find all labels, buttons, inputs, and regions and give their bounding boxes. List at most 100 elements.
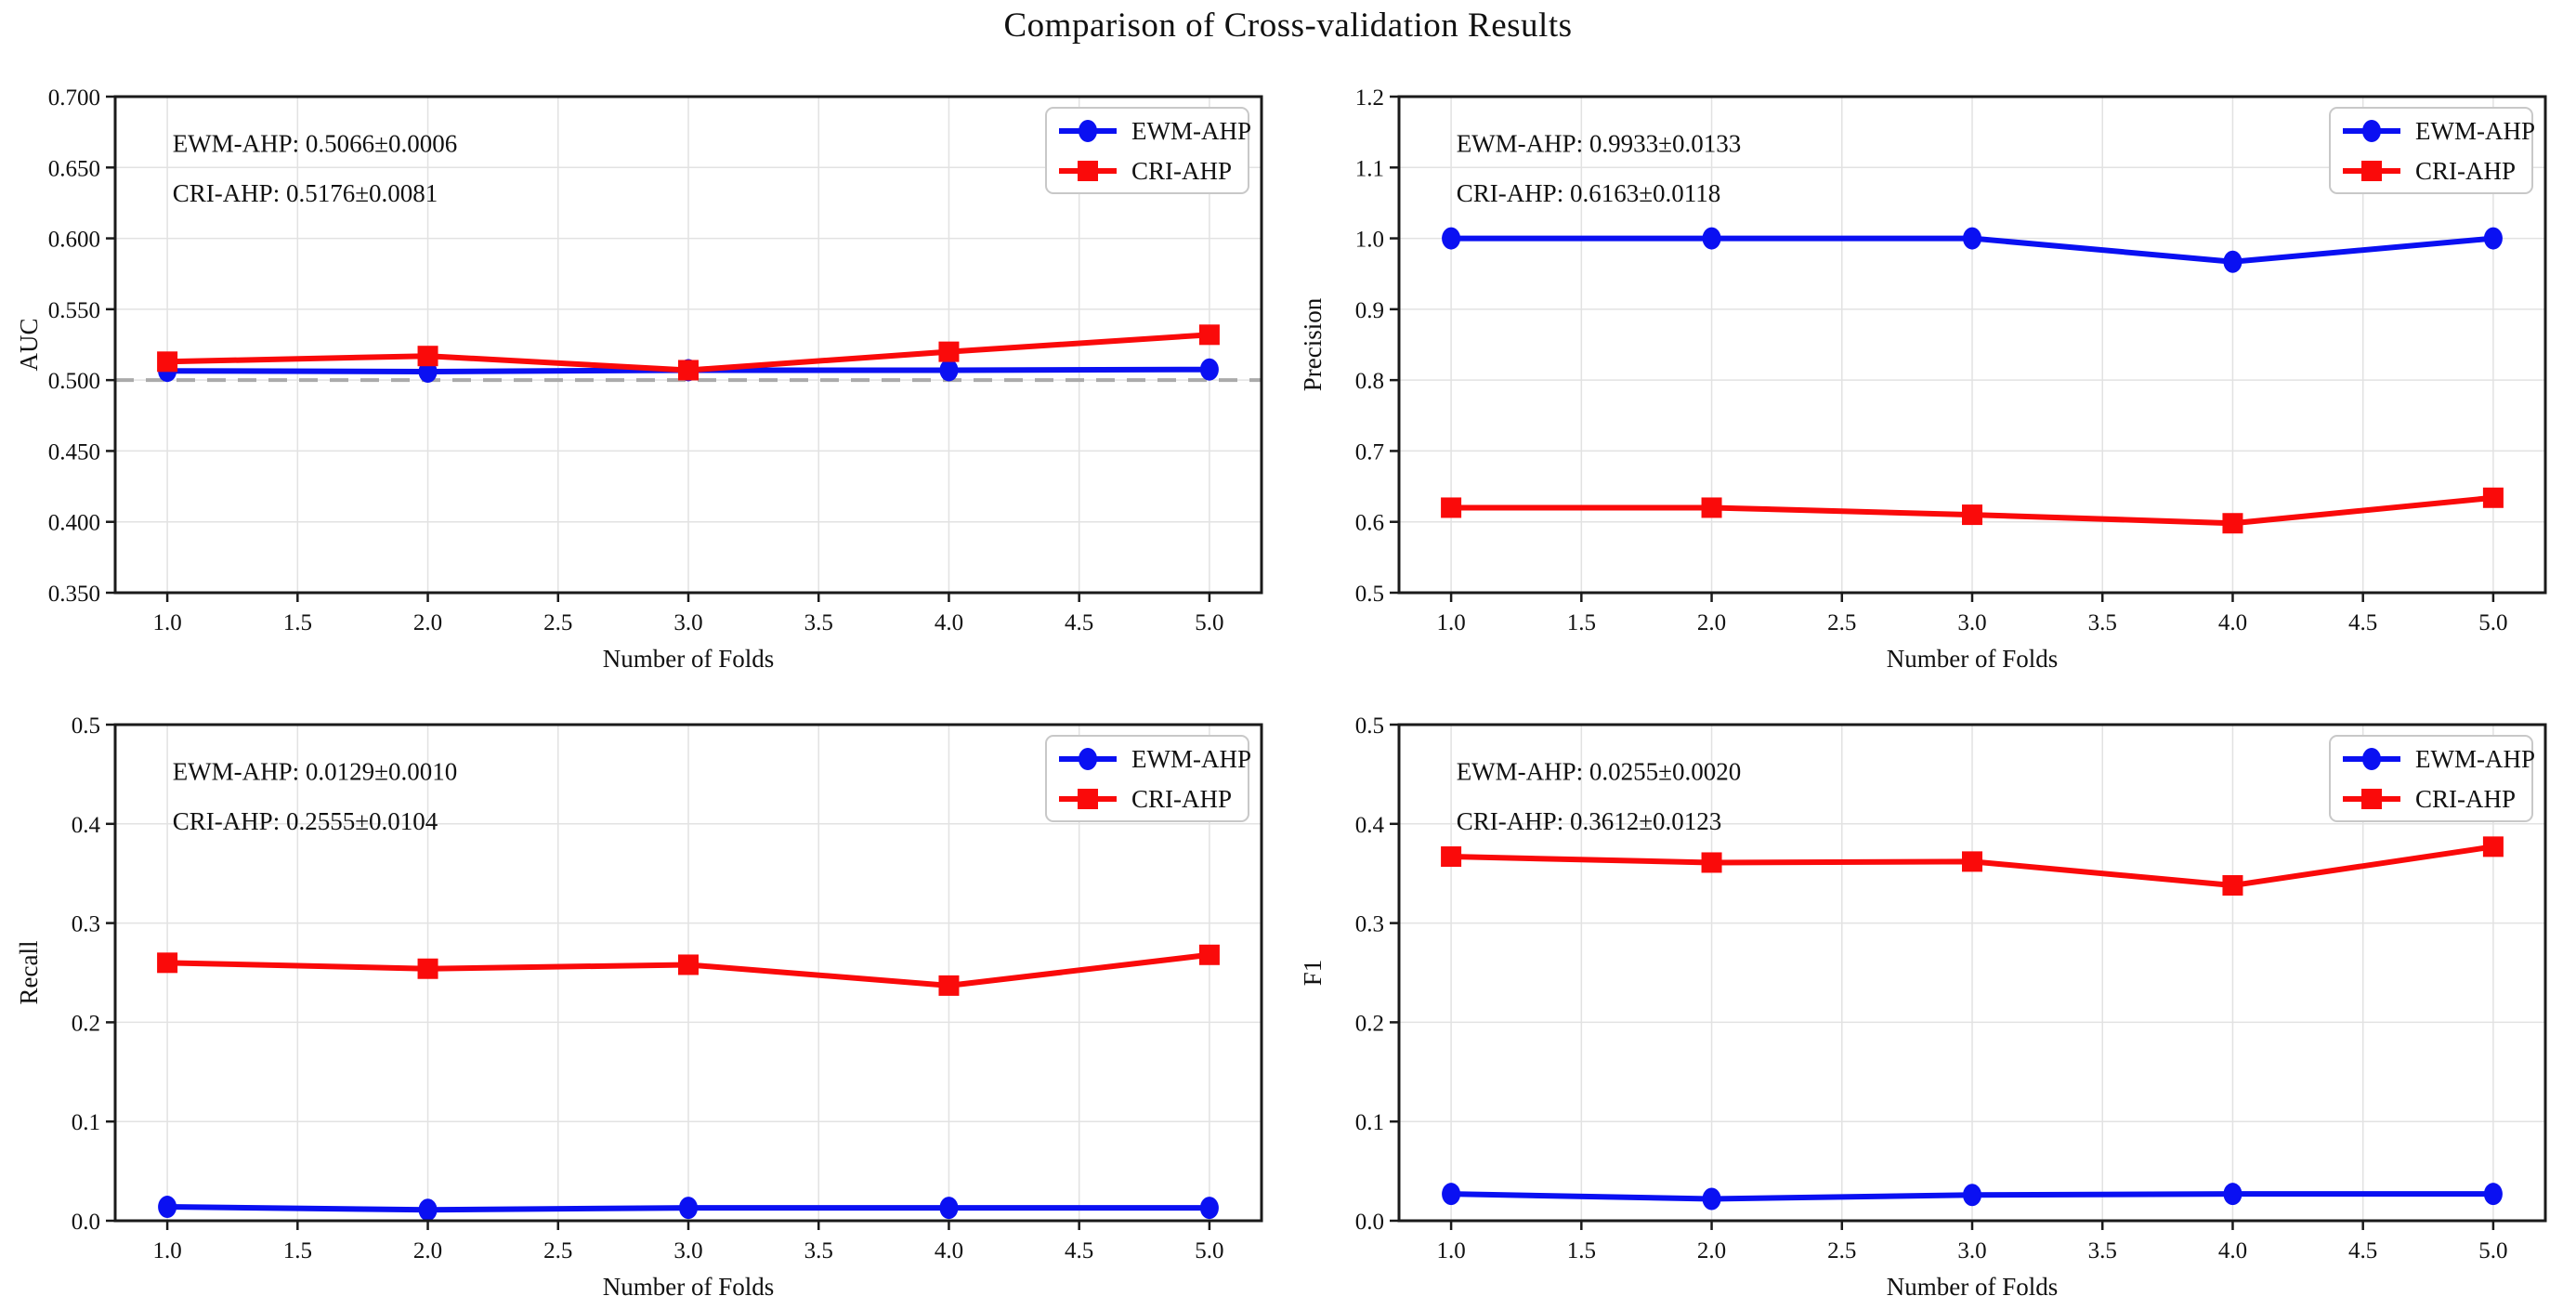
y-tick-label: 0.700 — [48, 85, 100, 111]
y-axis-label: AUC — [15, 318, 43, 371]
data-point-square — [2222, 513, 2243, 534]
x-tick-label: 3.0 — [673, 1238, 702, 1263]
data-point-square — [417, 958, 438, 979]
annotation-cri: CRI-AHP: 0.2555±0.0104 — [173, 807, 438, 835]
x-tick-label: 3.5 — [804, 1238, 833, 1263]
data-point-square — [1441, 497, 1462, 518]
x-tick-label: 5.0 — [2478, 610, 2507, 635]
f1-plot: 1.0 1.5 2.0 2.5 3.0 3.5 4.0 4.5 5.0 0.0 0.1 0.2 0.3 0… — [1299, 713, 2547, 1301]
x-tick-label: 2.0 — [413, 610, 442, 635]
data-point-square — [678, 954, 699, 975]
x-tick-label: 2.5 — [1827, 610, 1856, 635]
data-point-square — [157, 952, 178, 974]
precision-plot: 1.0 1.5 2.0 2.5 3.0 3.5 4.0 4.5 5.0 0.5 0.6 0.7 0.8 0… — [1299, 85, 2547, 673]
data-point-square — [1198, 944, 1220, 965]
x-axis-label: Number of Folds — [1887, 1273, 2059, 1301]
data-point-square — [938, 975, 960, 996]
y-axis-label: Precision — [1299, 297, 1327, 391]
x-tick-label: 2.0 — [1697, 610, 1726, 635]
legend-label: EWM-AHP — [1131, 117, 1251, 145]
x-tick-label: 3.0 — [1957, 1238, 1986, 1263]
data-point-circle — [1702, 227, 1721, 250]
annotation-ewm: EWM-AHP: 0.0255±0.0020 — [1457, 758, 1742, 786]
y-tick-label: 1.2 — [1355, 85, 1384, 111]
data-point-circle — [2483, 1183, 2503, 1206]
x-tick-label: 1.0 — [1436, 610, 1465, 635]
y-tick-label: 0.400 — [48, 511, 100, 536]
legend-label: CRI-AHP — [2415, 157, 2516, 185]
data-point-square — [1198, 324, 1220, 346]
x-tick-label: 4.5 — [2348, 1238, 2377, 1263]
x-tick-label: 1.0 — [152, 610, 181, 635]
x-tick-label: 4.5 — [1065, 1238, 1093, 1263]
x-tick-label: 3.0 — [1957, 610, 1986, 635]
auc-plot: 1.0 1.5 2.0 2.5 3.0 3.5 4.0 4.5 5.0 0.350 0.400 0.4… — [15, 85, 1263, 673]
data-point-square — [1962, 851, 1982, 872]
data-point-circle — [939, 359, 959, 382]
x-tick-label: 1.5 — [283, 610, 312, 635]
data-point-square — [2482, 836, 2504, 857]
legend-marker-square — [1078, 789, 1098, 809]
x-tick-label: 1.5 — [283, 1238, 312, 1263]
legend-label: EWM-AHP — [2415, 117, 2535, 145]
x-tick-label: 2.5 — [543, 610, 572, 635]
y-tick-label: 0.2 — [72, 1011, 100, 1036]
y-tick-label: 0.450 — [48, 439, 100, 465]
y-tick-label: 0.5 — [1355, 713, 1384, 739]
data-point-circle — [418, 1198, 438, 1222]
y-tick-label: 0.3 — [1355, 912, 1384, 937]
legend-marker-circle — [2362, 748, 2381, 770]
annotation-ewm: EWM-AHP: 0.9933±0.0133 — [1457, 130, 1742, 158]
x-tick-label: 2.0 — [1697, 1238, 1726, 1263]
y-tick-label: 0.5 — [1355, 582, 1384, 607]
data-point-circle — [1702, 1187, 1721, 1211]
legend-label: EWM-AHP — [1131, 745, 1251, 773]
y-tick-label: 0.1 — [1355, 1110, 1384, 1135]
x-tick-label: 4.0 — [2218, 1238, 2247, 1263]
y-tick-label: 0.550 — [48, 298, 100, 323]
x-tick-label: 1.5 — [1567, 1238, 1596, 1263]
y-tick-label: 0.5 — [72, 713, 100, 739]
data-point-square — [1701, 497, 1722, 518]
x-tick-label: 5.0 — [1195, 610, 1223, 635]
legend-marker-square — [2361, 789, 2382, 809]
x-axis-label: Number of Folds — [1887, 645, 2059, 673]
y-tick-label: 0.4 — [1355, 813, 1385, 838]
x-axis-label: Number of Folds — [603, 645, 775, 673]
x-tick-label: 5.0 — [2478, 1238, 2507, 1263]
chart-recall: 1.0 1.5 2.0 2.5 3.0 3.5 4.0 4.5 5.0 0.0 0.1 0.2 0.3 0… — [6, 680, 1286, 1308]
x-tick-label: 4.0 — [935, 1238, 963, 1263]
y-tick-label: 0.3 — [72, 912, 100, 937]
y-axis-label: Recall — [15, 941, 43, 1005]
y-tick-label: 0.350 — [48, 582, 100, 607]
data-point-circle — [1199, 1197, 1219, 1220]
y-tick-label: 0.9 — [1355, 298, 1384, 323]
y-tick-label: 0.7 — [1355, 439, 1384, 465]
legend-label: EWM-AHP — [2415, 745, 2535, 773]
data-point-circle — [939, 1197, 959, 1220]
data-point-circle — [158, 1196, 177, 1219]
x-tick-label: 3.0 — [673, 610, 702, 635]
data-point-square — [938, 341, 960, 362]
y-tick-label: 0.0 — [1355, 1210, 1384, 1235]
chart-grid: 1.0 1.5 2.0 2.5 3.0 3.5 4.0 4.5 5.0 0.350 0.400 0.4… — [6, 52, 2569, 1308]
y-tick-label: 0.0 — [72, 1210, 100, 1235]
annotation-cri: CRI-AHP: 0.3612±0.0123 — [1457, 807, 1722, 835]
y-tick-label: 0.600 — [48, 228, 100, 253]
legend-label: CRI-AHP — [1131, 157, 1232, 185]
y-tick-label: 0.4 — [72, 813, 101, 838]
chart-f1: 1.0 1.5 2.0 2.5 3.0 3.5 4.0 4.5 5.0 0.0 0.1 0.2 0.3 0… — [1289, 680, 2569, 1308]
recall-plot: 1.0 1.5 2.0 2.5 3.0 3.5 4.0 4.5 5.0 0.0 0.1 0.2 0.3 0… — [15, 713, 1263, 1301]
x-tick-label: 2.5 — [1827, 1238, 1856, 1263]
x-tick-label: 5.0 — [1195, 1238, 1223, 1263]
annotation-ewm: EWM-AHP: 0.5066±0.0006 — [173, 130, 458, 158]
data-point-square — [678, 360, 699, 381]
x-tick-label: 1.5 — [1567, 610, 1596, 635]
data-point-circle — [679, 1197, 698, 1220]
data-point-circle — [2223, 1183, 2243, 1206]
data-point-square — [1962, 504, 1982, 526]
y-tick-label: 0.6 — [1355, 511, 1384, 536]
data-point-circle — [1442, 1183, 1461, 1206]
legend-marker-circle — [2362, 120, 2381, 142]
